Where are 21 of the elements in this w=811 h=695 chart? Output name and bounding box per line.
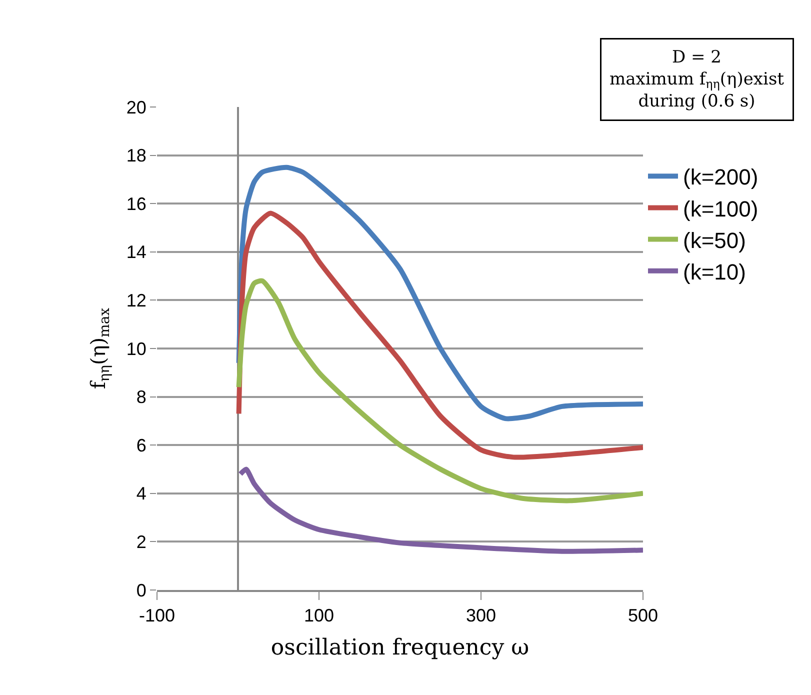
y-tick-label: 4 (136, 484, 146, 504)
y-tick-label: 16 (126, 194, 146, 214)
x-axis-title: oscillation frequency ω (270, 636, 530, 661)
x-tick-label: 500 (628, 605, 658, 626)
y-tick-label: 8 (136, 387, 146, 408)
annotation: D = 2 maximum f$_{ηη}$(η)exist during (0.6 s) (610, 48, 784, 112)
x-tick-label: 100 (304, 605, 334, 626)
y-tick-label: 18 (126, 146, 146, 166)
y-tick-label: 10 (126, 338, 146, 359)
y-tick-label: 0 (136, 580, 146, 600)
y-tick-label: 12 (126, 290, 146, 310)
y-tick-label: 6 (136, 435, 146, 456)
legend-label: (k=200) (683, 164, 758, 190)
y-tick-label: 14 (126, 242, 146, 262)
legend-label: (k=50) (683, 228, 746, 253)
y-tick-label: 2 (136, 532, 146, 552)
legend-label: (k=10) (683, 259, 746, 284)
y-tick-label: 20 (126, 97, 146, 118)
x-tick-label: -100 (138, 605, 176, 626)
x-tick-label: 300 (466, 605, 496, 626)
legend-label: (k=100) (683, 196, 758, 222)
